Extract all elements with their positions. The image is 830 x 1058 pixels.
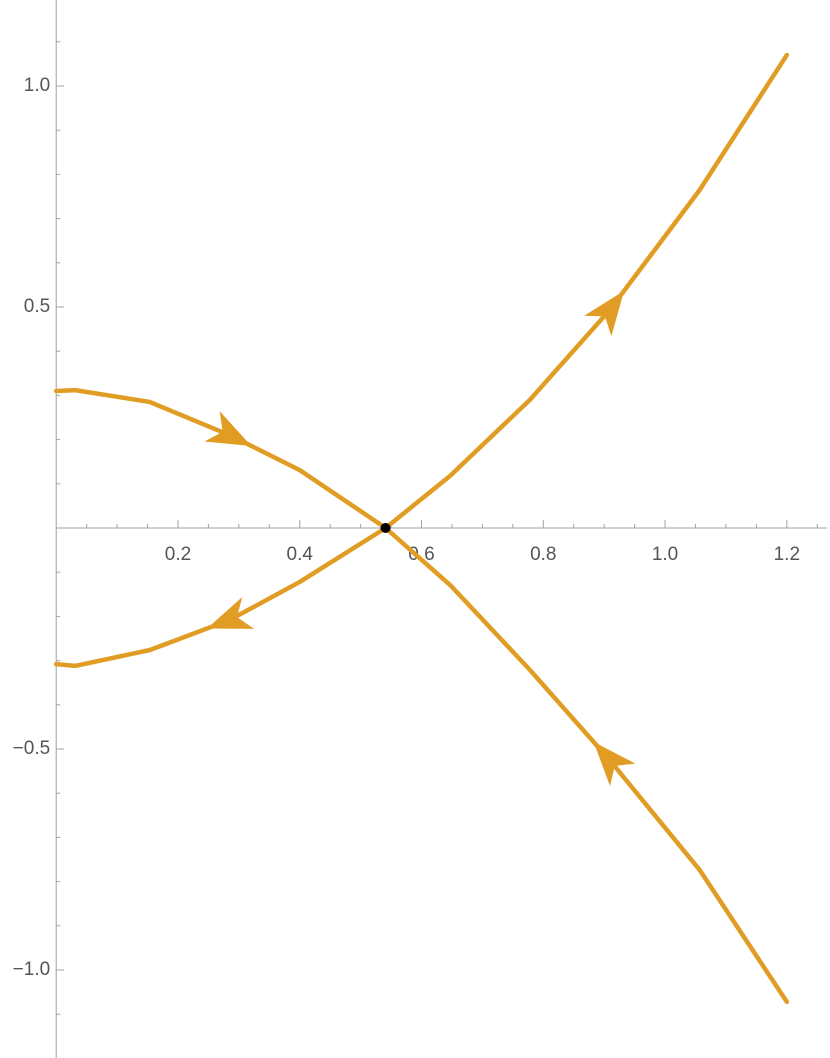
x-tick-label: 0.2	[165, 544, 191, 565]
arrowhead	[207, 597, 255, 629]
y-tick-label: 1.0	[24, 75, 50, 96]
y-tick-label: −0.5	[13, 738, 51, 759]
arrowhead	[593, 741, 636, 787]
curve	[53, 52, 790, 669]
x-tick-label: 0.8	[530, 544, 556, 565]
fixed-point	[380, 523, 391, 533]
arrowhead	[584, 290, 625, 337]
arrowhead	[204, 411, 252, 446]
x-tick-label: 0.6	[408, 544, 434, 565]
y-tick-label: −1.0	[13, 959, 51, 980]
y-tick-label: 0.5	[24, 296, 50, 317]
curve	[53, 387, 790, 1005]
x-tick-label: 1.2	[774, 544, 800, 565]
x-tick-label: 0.4	[287, 544, 314, 565]
x-tick-label: 1.0	[652, 544, 678, 565]
